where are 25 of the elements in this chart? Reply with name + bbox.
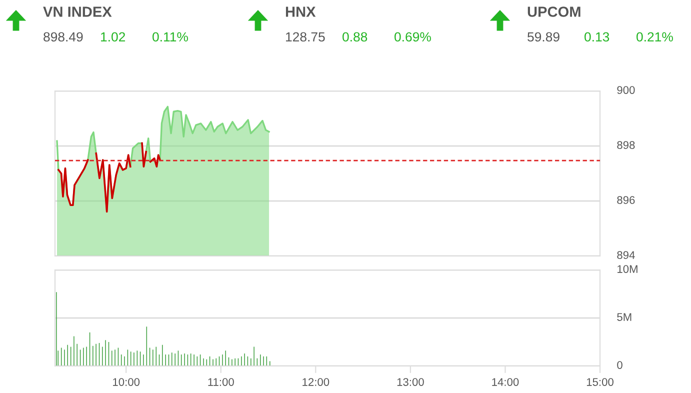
x-tick-label: 13:00 xyxy=(397,378,424,386)
y-tick-label: 894 xyxy=(617,251,635,259)
data-label: 128.75 xyxy=(286,32,325,42)
data-label: 0.13 xyxy=(584,32,610,42)
data-label: 0.88 xyxy=(342,32,368,42)
data-label: 0.69% xyxy=(394,32,431,42)
data-label: 59.89 xyxy=(528,32,560,42)
data-label: 0.11% xyxy=(152,32,188,42)
x-tick-label: 11:00 xyxy=(208,378,234,386)
y-tick-label: 5M xyxy=(617,313,632,321)
data-label: 0.21% xyxy=(636,32,673,42)
category-label: HNX xyxy=(286,6,316,17)
data-label: 1.02 xyxy=(101,32,126,42)
x-tick-label: 14:00 xyxy=(492,378,519,386)
category-label: UPCOM xyxy=(528,6,580,17)
x-tick-label: 15:00 xyxy=(586,378,614,386)
category-label: VN INDEX xyxy=(43,6,112,17)
data-label: 898.49 xyxy=(44,32,83,42)
y-tick-label: 898 xyxy=(617,141,635,149)
y-tick-label: 900 xyxy=(617,86,635,94)
y-tick-label: 0 xyxy=(617,361,622,369)
y-tick-label: 896 xyxy=(617,196,635,204)
y-tick-label: 10M xyxy=(618,265,638,273)
x-tick-label: 10:00 xyxy=(113,378,140,386)
x-tick-label: 12:00 xyxy=(302,378,330,386)
